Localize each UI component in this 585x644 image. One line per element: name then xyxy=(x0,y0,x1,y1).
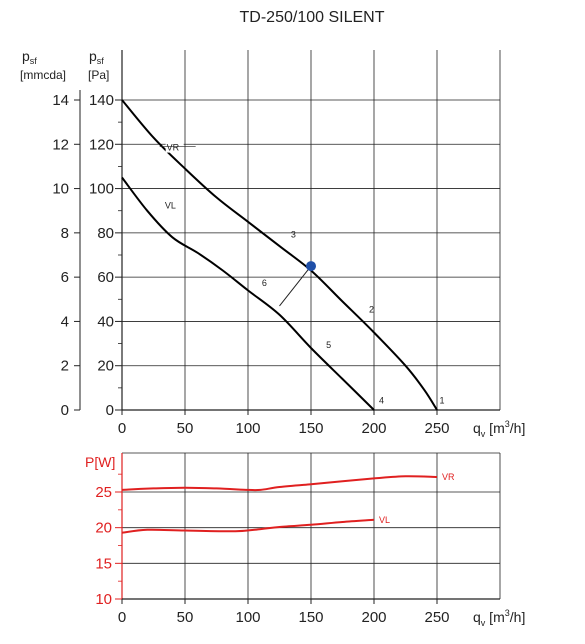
x-tick-label: 200 xyxy=(361,609,386,626)
connector-line xyxy=(279,265,312,307)
series-label-vl: VL xyxy=(379,515,390,525)
series-label-vr: VR xyxy=(167,143,180,153)
point-label: 2 xyxy=(369,305,374,315)
y-tick-label-mmcda: 6 xyxy=(61,269,69,286)
y-axis-unit-pa: [Pa] xyxy=(88,68,109,82)
y-tick-label-pa: 0 xyxy=(106,402,114,419)
operating-point xyxy=(306,261,316,272)
y-axis-label-mmcda: psf xyxy=(22,48,37,66)
y-tick-label-pa: 100 xyxy=(89,181,114,198)
point-label: 1 xyxy=(440,395,445,405)
chart-title: TD-250/100 SILENT xyxy=(240,9,385,26)
series-label-vl: VL xyxy=(165,201,176,211)
power-chart: 10 15 20 25 P[W] 0 50 100 150 200 250 qv [m3/h] VR VL xyxy=(85,452,525,628)
series-line-vl xyxy=(121,518,375,534)
y-tick-label-pa: 120 xyxy=(89,136,114,153)
y-tick-label-mmcda: 4 xyxy=(61,313,69,330)
series-line-vr xyxy=(121,475,438,492)
series-line-vr xyxy=(121,99,438,411)
y-tick-label: 15 xyxy=(95,555,112,572)
x-tick-label: 50 xyxy=(177,420,194,437)
x-tick-label: 150 xyxy=(298,420,323,437)
x-tick-label: 100 xyxy=(235,420,260,437)
x-tick-label: 50 xyxy=(177,609,194,626)
y-tick-label-mmcda: 10 xyxy=(52,181,69,198)
x-tick-label: 150 xyxy=(298,609,323,626)
point-label: 6 xyxy=(262,278,267,288)
y-tick-label: 20 xyxy=(95,520,112,537)
x-tick-label: 100 xyxy=(235,609,260,626)
point-label: 5 xyxy=(326,340,331,350)
x-tick-label: 0 xyxy=(118,609,126,626)
y-tick-label-mmcda: 8 xyxy=(61,225,69,242)
x-tick-label: 200 xyxy=(361,420,386,437)
y-tick-label: 10 xyxy=(95,591,112,608)
y-tick-label-mmcda: 2 xyxy=(61,358,69,375)
x-axis-label: qv [m3/h] xyxy=(473,419,525,439)
y-axis-label: P[W] xyxy=(85,454,115,470)
x-tick-label: 250 xyxy=(424,609,449,626)
y-tick-label-mmcda: 0 xyxy=(61,402,69,419)
y-axis-label-pa: psf xyxy=(89,48,104,66)
point-label: 3 xyxy=(291,229,296,239)
x-tick-label: 0 xyxy=(118,420,126,437)
series-line-vl xyxy=(121,176,375,411)
y-tick-label-pa: 140 xyxy=(89,92,114,109)
y-tick-label-pa: 80 xyxy=(97,225,114,242)
x-axis-label: qv [m3/h] xyxy=(473,608,525,628)
y-tick-label: 25 xyxy=(95,484,112,501)
y-axis-unit-mmcda: [mmcda] xyxy=(20,68,66,82)
y-tick-label-pa: 60 xyxy=(97,269,114,286)
y-tick-label-mmcda: 14 xyxy=(52,92,69,109)
y-tick-label-mmcda: 12 xyxy=(52,136,69,153)
x-tick-label: 250 xyxy=(424,420,449,437)
point-label: 4 xyxy=(379,395,384,405)
series-label-vr: VR xyxy=(442,472,455,482)
y-tick-label-pa: 40 xyxy=(97,313,114,330)
y-tick-label-pa: 20 xyxy=(97,358,114,375)
